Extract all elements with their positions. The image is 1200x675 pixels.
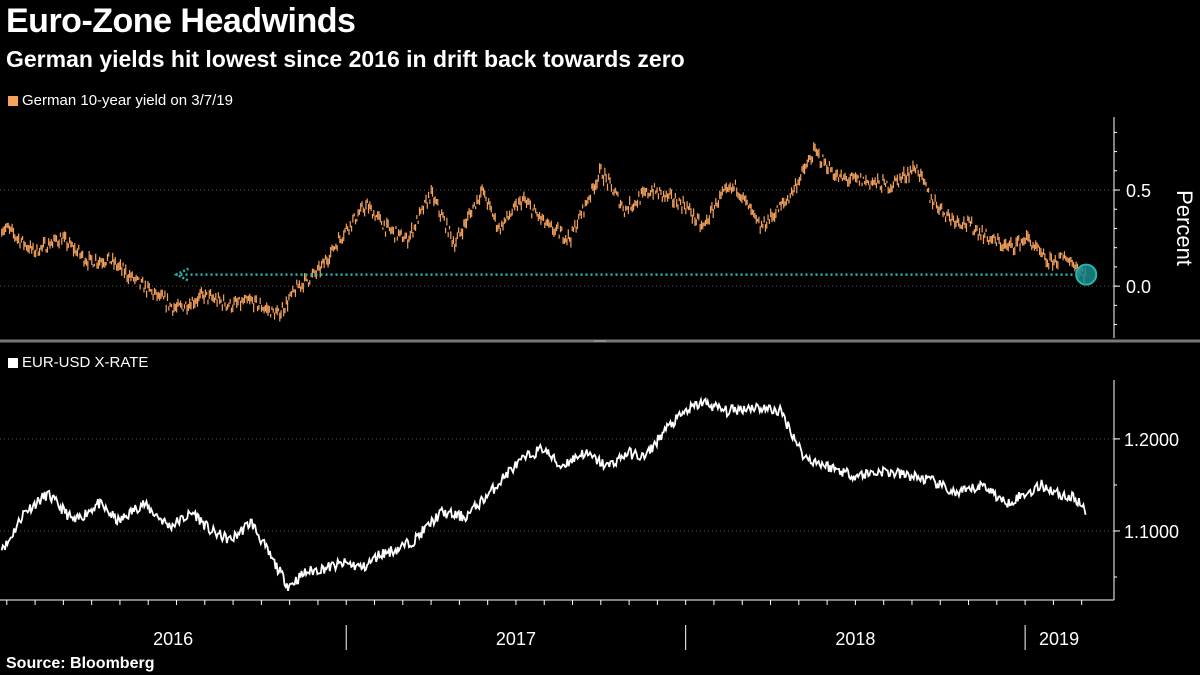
yield-series (1, 142, 1086, 322)
fx-line (0, 396, 1087, 591)
yield-annotation (173, 263, 1098, 286)
legend-fx-swatch (8, 357, 18, 368)
legend-fx-label: EUR-USD X-RATE (22, 354, 149, 371)
chart-title: Euro-Zone Headwinds (6, 2, 356, 40)
axes (0, 117, 1200, 650)
fx-tick-label: 1.2000 (1124, 430, 1179, 450)
legend-yield: German 10-year yield on 3/7/19 (8, 92, 233, 109)
yield-unit-label: Percent (1172, 190, 1197, 266)
legend-fx: EUR-USD X-RATE (8, 354, 148, 371)
source-note: Source: Bloomberg (6, 655, 155, 672)
yield-tick-label: 0.0 (1126, 277, 1151, 297)
yield-gridlines (0, 189, 1114, 287)
x-year-label: 2019 (1039, 629, 1079, 649)
axis-labels: 0.5 0.0 1.2000 1.1000 Percent 2016 2017 2018 201… (153, 181, 1197, 649)
x-year-label: 2018 (835, 629, 875, 649)
annotation-marker (1075, 263, 1098, 286)
fx-gridlines (0, 438, 1114, 532)
chart-subtitle: German yields hit lowest since 2016 in d… (6, 46, 685, 72)
legend-yield-swatch (8, 95, 18, 106)
fx-series (0, 396, 1087, 591)
annotation-arrow-head (173, 267, 190, 282)
legend-yield-label: German 10-year yield on 3/7/19 (22, 92, 233, 109)
fx-tick-label: 1.1000 (1124, 522, 1179, 542)
x-year-label: 2016 (153, 629, 193, 649)
x-year-label: 2017 (496, 629, 536, 649)
yield-tick-label: 0.5 (1126, 181, 1151, 201)
